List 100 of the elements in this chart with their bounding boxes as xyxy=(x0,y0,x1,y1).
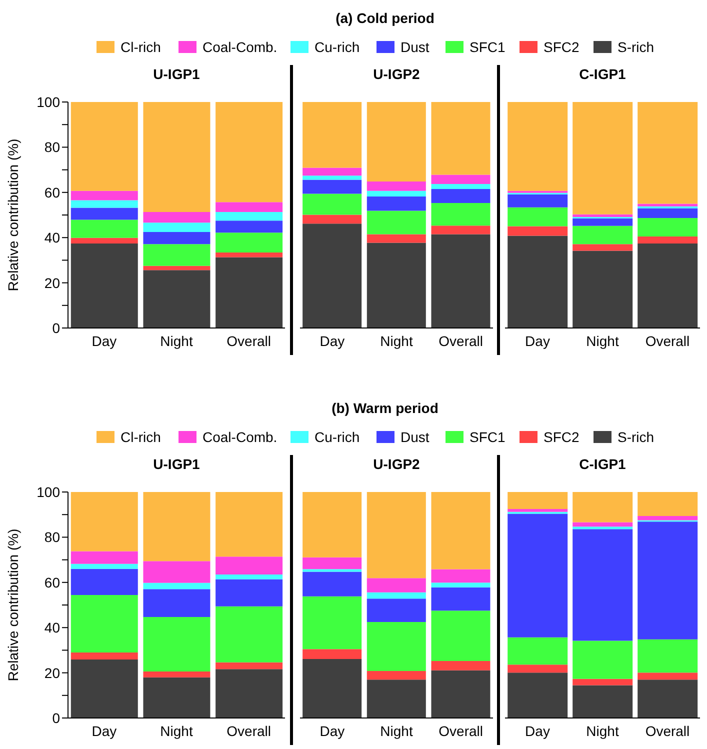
bar xyxy=(572,526,633,530)
bar xyxy=(508,102,568,191)
bar xyxy=(638,102,698,204)
bar xyxy=(70,243,138,328)
bar xyxy=(216,556,283,574)
bar xyxy=(216,492,283,557)
bar xyxy=(572,214,633,218)
bar xyxy=(431,587,490,611)
x-tick-label: Day xyxy=(525,332,550,349)
bar xyxy=(302,214,362,224)
bar xyxy=(431,661,490,670)
x-tick-label: Day xyxy=(525,722,550,739)
bar xyxy=(216,232,283,253)
bar xyxy=(572,529,633,641)
y-tick-label: 20 xyxy=(44,664,60,681)
bar xyxy=(638,516,698,520)
chart-title: U-IGP1 xyxy=(152,456,201,472)
bar xyxy=(143,589,210,617)
bar xyxy=(508,514,568,638)
y-tick-label: 80 xyxy=(44,139,60,156)
bar xyxy=(70,564,138,569)
y-axis-title: Relative contribution (%) xyxy=(4,138,21,292)
bar xyxy=(70,190,138,200)
bar xyxy=(572,226,633,244)
bar xyxy=(572,102,633,214)
bar xyxy=(216,606,283,662)
bar xyxy=(638,236,698,244)
bar xyxy=(431,582,490,588)
bar xyxy=(302,569,362,572)
bar xyxy=(70,492,138,552)
bar xyxy=(143,616,210,672)
bar xyxy=(302,596,362,650)
bar xyxy=(143,561,210,583)
bar xyxy=(366,492,426,578)
y-tick-label: 100 xyxy=(36,484,60,500)
bar xyxy=(216,574,283,580)
bar xyxy=(431,189,490,204)
bar xyxy=(143,671,210,678)
bar xyxy=(143,102,210,212)
chart-title: U-IGP2 xyxy=(372,456,421,472)
bar xyxy=(572,244,633,251)
bar xyxy=(302,194,362,215)
x-tick-label: Night xyxy=(586,332,619,349)
bar xyxy=(572,678,633,686)
x-tick-label: Night xyxy=(160,722,193,739)
chart-title: C-IGP1 xyxy=(578,66,627,82)
x-tick-label: Overall xyxy=(226,722,272,739)
y-tick-label: 60 xyxy=(44,574,60,590)
bar xyxy=(508,664,568,673)
x-tick-label: Night xyxy=(586,722,619,739)
bar xyxy=(431,226,490,234)
bar xyxy=(70,568,138,596)
bar xyxy=(143,266,210,270)
bar xyxy=(70,238,138,244)
legend-label: S-rich xyxy=(618,429,654,445)
bar xyxy=(638,672,698,680)
bar xyxy=(70,102,138,191)
y-tick-label: 0 xyxy=(52,710,60,726)
bar xyxy=(431,174,490,184)
bar xyxy=(508,672,568,718)
bar xyxy=(431,670,490,718)
bar xyxy=(70,551,138,564)
chart-title: U-IGP1 xyxy=(152,66,201,82)
bar xyxy=(572,640,633,679)
bar xyxy=(143,244,210,266)
bar xyxy=(143,492,210,562)
bar xyxy=(143,212,210,223)
bar xyxy=(366,234,426,243)
bar xyxy=(572,250,633,328)
bar xyxy=(508,226,568,236)
chart-title: C-IGP1 xyxy=(578,456,627,472)
bar xyxy=(366,598,426,622)
bar xyxy=(302,180,362,194)
bar xyxy=(572,685,633,718)
bar xyxy=(216,257,283,328)
x-tick-label: Night xyxy=(380,332,413,349)
y-tick-label: 20 xyxy=(44,274,60,291)
bar xyxy=(366,622,426,671)
bar xyxy=(431,203,490,226)
bar xyxy=(508,637,568,665)
bar xyxy=(216,202,283,212)
x-tick-label: Overall xyxy=(645,332,690,349)
bar xyxy=(366,680,426,718)
bar xyxy=(431,492,490,570)
legend-label: Coal-Comb. xyxy=(202,39,278,55)
bar xyxy=(366,670,426,680)
bar xyxy=(431,184,490,190)
x-tick-label: Night xyxy=(380,722,413,739)
y-tick-label: 100 xyxy=(36,94,60,110)
bar xyxy=(216,579,283,606)
bar xyxy=(216,220,283,233)
bar xyxy=(638,522,698,640)
bar xyxy=(216,662,283,670)
bar xyxy=(638,492,698,516)
bar xyxy=(366,102,426,182)
bar xyxy=(70,220,138,238)
bar xyxy=(638,208,698,218)
legend-label: SFC2 xyxy=(544,429,580,445)
bar xyxy=(302,649,362,660)
bar xyxy=(143,222,210,232)
